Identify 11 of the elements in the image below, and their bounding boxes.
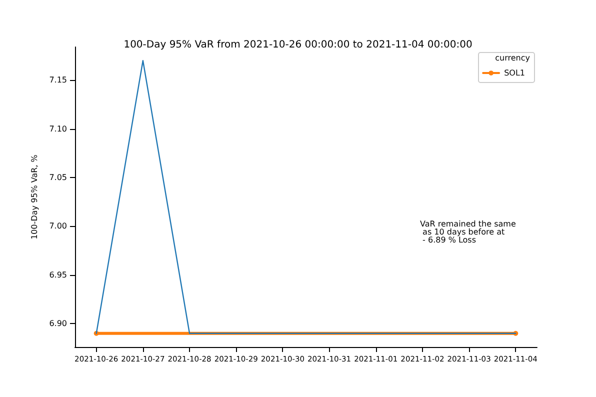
- y-tick-label: 7.05: [49, 173, 67, 182]
- legend-title: currency: [495, 54, 530, 62]
- y-tick-label: 7.15: [49, 76, 67, 85]
- y-tick-label: 6.95: [49, 270, 67, 280]
- chart-title: 100-Day 95% VaR from 2021-10-26 00:00:00 to 2021-11-04 00:00:00: [124, 40, 472, 50]
- y-tick-label: 7.10: [49, 124, 67, 134]
- legend-label: SOL1: [504, 68, 525, 78]
- annotation: VaR remained the same as 10 days before at - 6.89 % Loss: [420, 220, 516, 244]
- y-tick-label: 7.00: [49, 222, 67, 231]
- y-axis-title: 100-Day 95% VaR, %: [30, 154, 39, 240]
- y-tick-label: 6.90: [49, 319, 67, 328]
